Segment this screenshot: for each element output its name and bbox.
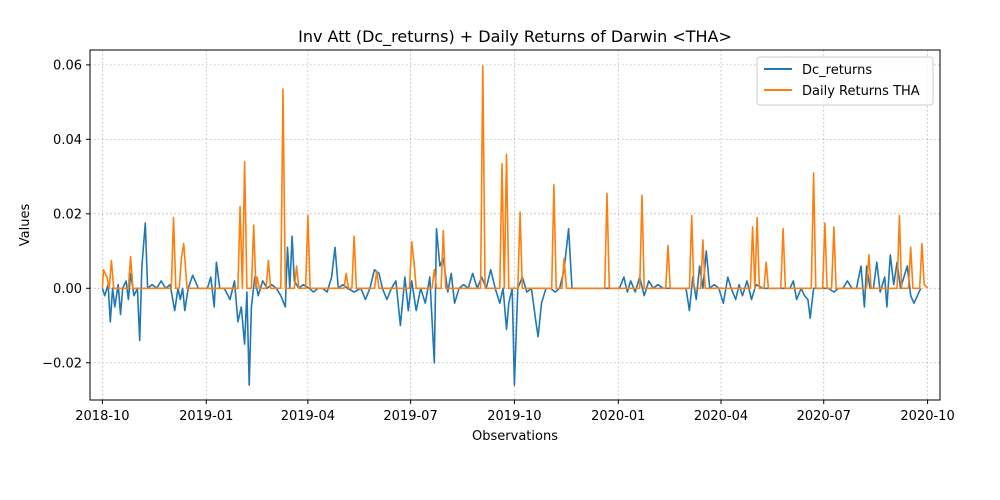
y-tick-label: 0.04: [53, 133, 82, 148]
legend: Dc_returns Daily Returns THA: [756, 56, 934, 106]
legend-label-dc-returns: Dc_returns: [802, 63, 872, 78]
x-tick-label: 2020-10: [900, 409, 954, 424]
x-tick-label: 2019-01: [179, 409, 233, 424]
x-tick-label: 2020-04: [694, 409, 748, 424]
x-axis-label: Observations: [472, 429, 558, 444]
legend-box: [756, 56, 934, 106]
legend-label-daily-returns-tha: Daily Returns THA: [802, 84, 920, 99]
y-tick-label: 0.06: [53, 58, 82, 73]
series-line-dc-returns: [101, 222, 922, 386]
chart-title: Inv Att (Dc_returns) + Daily Returns of …: [298, 27, 732, 47]
y-axis-label: Values: [18, 204, 33, 247]
plot-area: [89, 49, 941, 401]
x-tick-label: 2019-10: [487, 409, 541, 424]
x-tick-label: 2019-07: [383, 409, 437, 424]
series-line-daily-returns-tha: [101, 65, 929, 290]
x-tick-label: 2020-07: [797, 409, 851, 424]
x-axis: 2018-10 2019-01 2019-04 2019-07 2019-10 2020-…: [75, 400, 955, 424]
series-group: [101, 65, 929, 386]
y-tick-label: −0.02: [42, 356, 82, 371]
x-tick-label: 2020-01: [591, 409, 645, 424]
x-tick-label: 2019-04: [281, 409, 335, 424]
y-tick-label: 0.00: [53, 282, 82, 297]
y-tick-label: 0.02: [53, 207, 82, 222]
x-tick-label: 2018-10: [75, 409, 129, 424]
y-axis: −0.02 0.00 0.02 0.04 0.06: [42, 58, 90, 371]
